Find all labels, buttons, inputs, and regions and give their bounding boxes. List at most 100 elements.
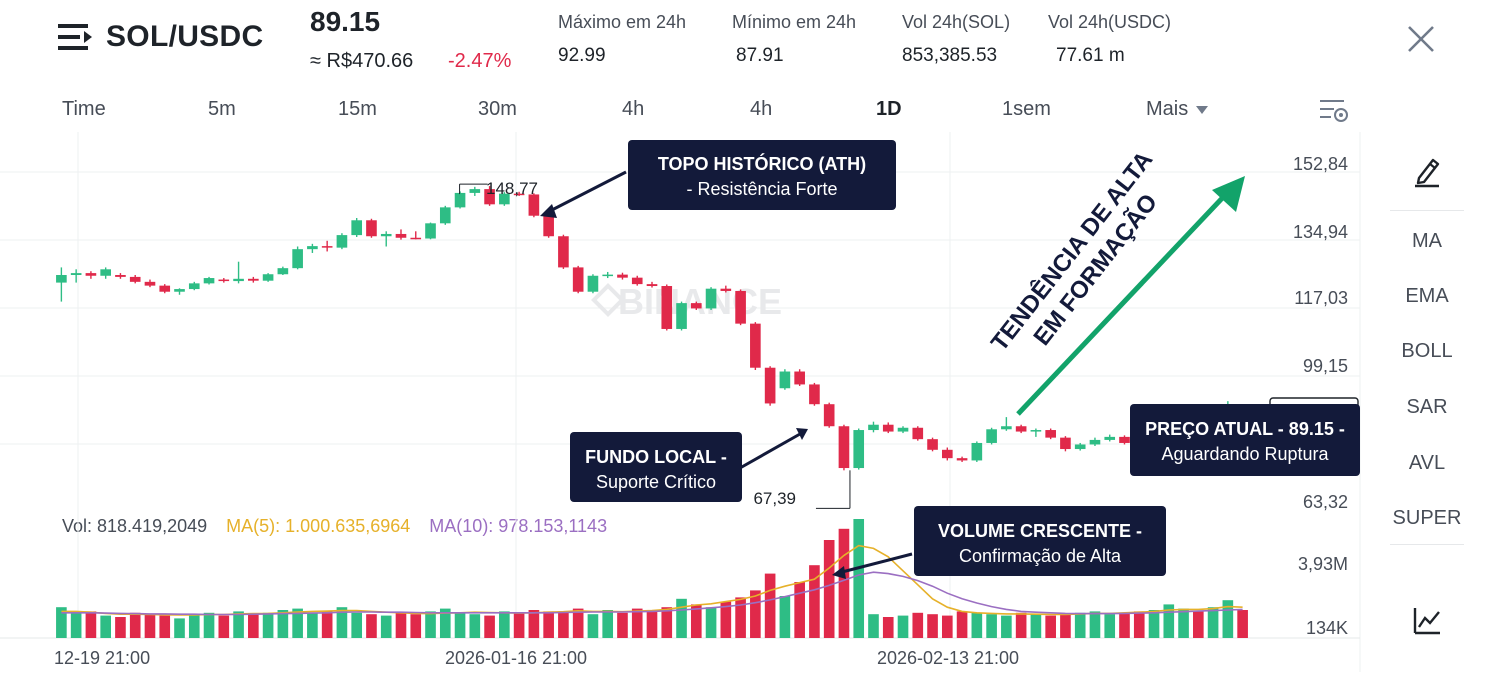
volume-bar — [56, 607, 67, 638]
volume-bar — [351, 612, 363, 638]
annotation-arrows — [540, 170, 1245, 579]
indicator-ema[interactable]: EMA — [1405, 285, 1449, 307]
candle-body — [764, 367, 776, 404]
volume-bar — [262, 612, 274, 638]
arrow-volume-head — [832, 566, 846, 579]
volume-bar — [1148, 610, 1160, 638]
candle — [484, 186, 495, 206]
stat-high-24h: Máximo em 24h 92.99 — [558, 12, 686, 67]
candle — [188, 281, 200, 291]
tab-30m[interactable]: 30m — [478, 98, 517, 120]
time-axis: 12-19 21:00 2026-01-16 21:00 2026-02-13 21… — [54, 648, 1019, 668]
draw-pencil-icon[interactable] — [1411, 154, 1443, 188]
candle-body — [144, 281, 156, 286]
volume-bar — [1133, 611, 1145, 638]
indicator-boll[interactable]: BOLL — [1401, 340, 1453, 362]
annotation-subtitle: - Resistência Forte — [686, 179, 837, 199]
candle-body — [56, 275, 67, 283]
candle — [336, 233, 348, 250]
candle-body — [631, 277, 643, 285]
volume-ma10-line — [61, 571, 1243, 616]
indicator-ma[interactable]: MA — [1412, 230, 1442, 252]
trend-arrow-head — [1212, 176, 1245, 212]
tab-1sem[interactable]: 1sem — [1002, 98, 1051, 120]
pair-title[interactable]: SOL/USDC — [106, 20, 264, 53]
tab-time[interactable]: Time — [62, 98, 106, 120]
tab-4h-second[interactable]: 4h — [750, 98, 773, 120]
time-tick-label: 12-19 21:00 — [54, 648, 150, 668]
annotation-current-price: PREÇO ATUAL - 89.15 - Aguardando Ruptura — [1130, 404, 1360, 476]
tab-1d[interactable]: 1D — [876, 98, 902, 120]
tab-4h[interactable]: 4h — [622, 98, 645, 120]
volume-bar — [823, 540, 835, 638]
candle — [587, 274, 599, 294]
candle — [159, 284, 171, 294]
candle — [129, 275, 141, 284]
arrow-ath-head — [540, 204, 557, 218]
volume-axis: 3,93M 134K — [1298, 554, 1348, 638]
volume-tick-label: 3,93M — [1298, 554, 1348, 574]
candle-body — [971, 442, 983, 461]
stat-label: Máximo em 24h — [558, 12, 687, 32]
candle-body — [277, 268, 289, 275]
tab-more[interactable]: Mais — [1146, 98, 1209, 121]
volume-bar — [321, 611, 333, 638]
price-axis: 152,84 134,94 117,03 99,15 63,32 — [1293, 154, 1348, 512]
candle-body — [853, 430, 865, 469]
market-header: SOL/USDC 89.15 ≈ R$470.66 -2.47% Máximo … — [0, 0, 1488, 88]
stat-label: Vol 24h(SOL) — [902, 12, 1011, 32]
annotation-subtitle: Confirmação de Alta — [959, 546, 1122, 566]
indicator-avl[interactable]: AVL — [1408, 452, 1446, 474]
candle-body — [380, 233, 392, 237]
indicator-chart-icon[interactable] — [1412, 606, 1442, 636]
candle — [100, 267, 111, 279]
candle — [572, 265, 584, 294]
menu-icon[interactable] — [58, 22, 94, 52]
candle-body — [484, 189, 495, 205]
candle — [897, 426, 909, 434]
candle-body — [941, 449, 953, 459]
close-icon[interactable] — [1404, 22, 1438, 56]
volume-bar — [927, 614, 938, 638]
volume-bar — [144, 614, 156, 638]
tab-15m[interactable]: 15m — [338, 98, 377, 120]
candle — [454, 191, 466, 209]
candle — [380, 231, 392, 247]
volume-bar — [1163, 604, 1175, 638]
candle — [779, 369, 791, 390]
candle-body — [809, 384, 820, 405]
indicator-sar[interactable]: SAR — [1406, 396, 1448, 418]
candle-body — [528, 194, 540, 216]
volume-bar — [1178, 608, 1189, 638]
candle — [661, 284, 673, 331]
candle-body — [513, 193, 525, 196]
candle — [366, 218, 377, 238]
candle — [439, 205, 451, 225]
volume-bar — [292, 608, 303, 638]
low-marker-label: 67,39 — [753, 489, 796, 508]
candle — [395, 229, 407, 240]
arrow-bottom-head — [796, 428, 808, 440]
volume-bar — [1222, 600, 1234, 638]
volume-bar — [380, 615, 392, 638]
candle-body — [646, 284, 658, 287]
volume-bar — [882, 617, 894, 638]
stat-value: 853,385.53 — [902, 45, 998, 66]
annotation-title: PREÇO ATUAL - 89.15 - — [1145, 419, 1345, 439]
candle-body — [174, 289, 185, 292]
volume-bar — [750, 590, 761, 638]
price-chart[interactable]: BINANCE 152,84 134,94 117,03 99,15 63,32 3,9… — [0, 132, 1380, 678]
volume-bar — [631, 608, 643, 638]
volume-bar — [188, 614, 200, 638]
volume-bar — [513, 612, 525, 638]
candle — [425, 222, 436, 240]
indicator-super[interactable]: SUPER — [1392, 507, 1462, 529]
price-tick-label: 99,15 — [1303, 356, 1348, 376]
candle — [144, 279, 156, 288]
annotation-bottom: FUNDO LOCAL - Suporte Crítico — [570, 432, 742, 502]
candle-body — [661, 286, 673, 329]
chart-settings-icon[interactable] — [1318, 96, 1350, 126]
candle — [469, 186, 481, 196]
tab-5m[interactable]: 5m — [208, 98, 236, 120]
candle-body — [912, 427, 924, 440]
